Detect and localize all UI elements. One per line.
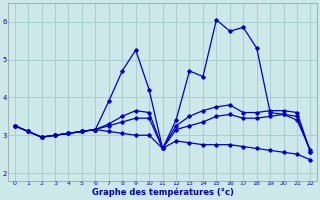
X-axis label: Graphe des températures (°c): Graphe des températures (°c): [92, 188, 234, 197]
